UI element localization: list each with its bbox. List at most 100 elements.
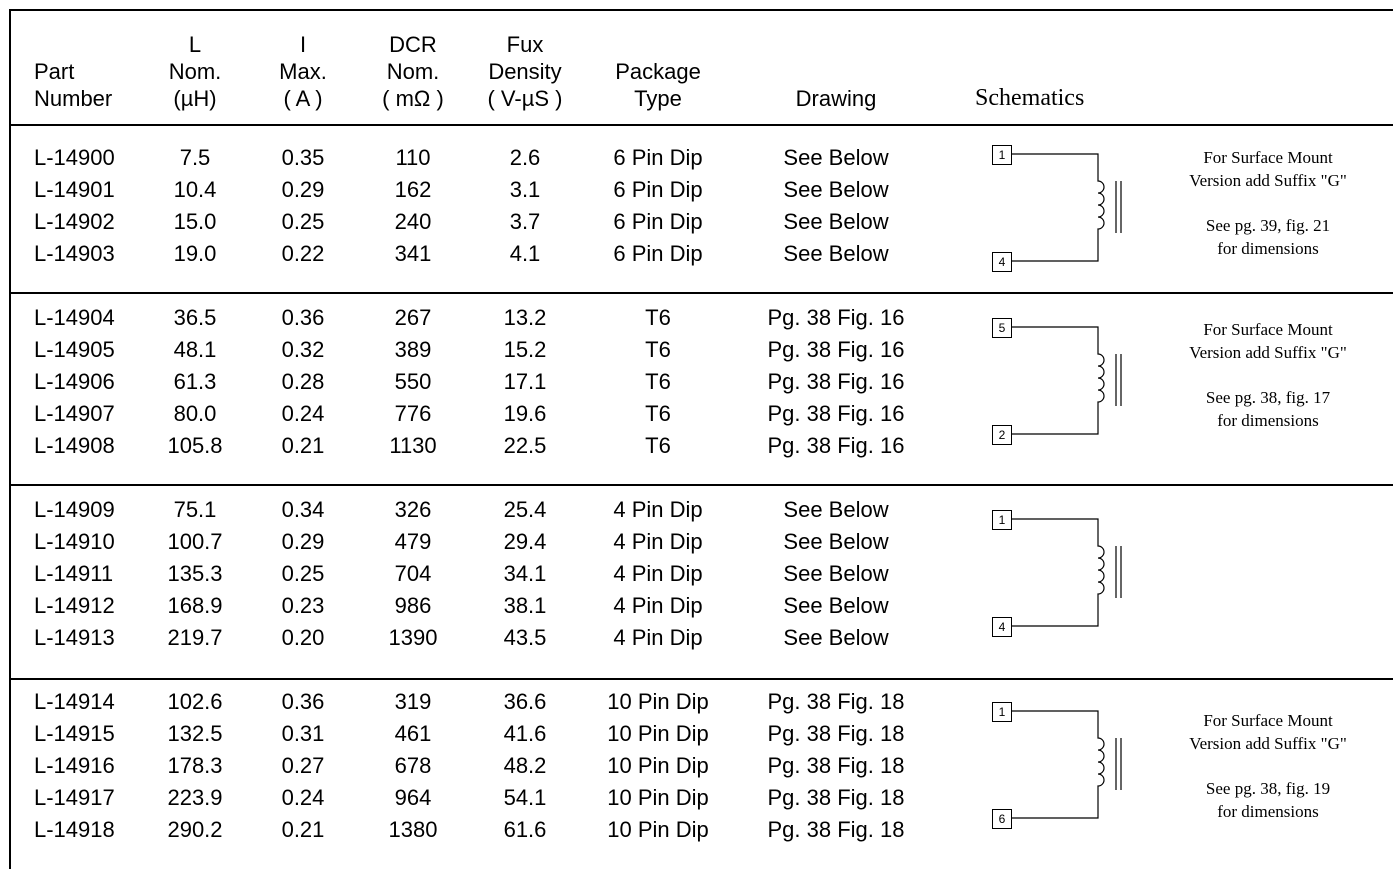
cell-part: L-14906 xyxy=(34,369,115,394)
cell-pkg: 10 Pin Dip xyxy=(607,817,709,842)
cell-part: L-14909 xyxy=(34,497,115,522)
cell-flux: 17.1 xyxy=(503,369,547,394)
cell-pkg: T6 xyxy=(645,369,671,394)
cell-drawing: Pg. 38 Fig. 18 xyxy=(767,721,905,746)
cell-drawing: Pg. 38 Fig. 16 xyxy=(767,433,905,458)
cell-i: 0.24 xyxy=(281,785,325,810)
cell-dcr: 326 xyxy=(394,497,432,522)
cell-part: L-14902 xyxy=(34,209,115,234)
cell-part: L-14910 xyxy=(34,529,115,554)
cell-dcr: 1390 xyxy=(388,625,438,650)
header-inductance: L Nom. (µH) xyxy=(155,20,235,112)
header-flux-line-2: Density xyxy=(488,59,562,84)
header-flux-line-1: Fux xyxy=(506,32,544,57)
header-dcr-line-2: Nom. xyxy=(386,59,440,84)
header-drawing: Drawing xyxy=(750,20,922,112)
cell-l: 168.9 xyxy=(167,593,223,618)
header-flux-line-3: ( V-µS ) xyxy=(487,86,563,111)
header-package-type: Package Type xyxy=(593,20,723,112)
cell-flux: 2.6 xyxy=(509,145,541,170)
cell-flux: 25.4 xyxy=(503,497,547,522)
cell-flux: 3.1 xyxy=(509,177,541,202)
cell-dcr: 1130 xyxy=(389,433,437,458)
cell-i: 0.29 xyxy=(281,529,325,554)
header-part-line-2: Number xyxy=(34,86,113,111)
surface-mount-note: For Surface Mount Version add Suffix "G" S… xyxy=(1148,146,1388,260)
group-divider xyxy=(11,292,1393,294)
group-divider xyxy=(11,678,1393,680)
cell-dcr: 267 xyxy=(394,305,432,330)
cell-part: L-14908 xyxy=(34,433,115,458)
cell-l: 102.6 xyxy=(167,689,223,714)
cell-flux: 19.6 xyxy=(503,401,547,426)
cell-part: L-14903 xyxy=(34,241,115,266)
cell-i: 0.28 xyxy=(281,369,325,394)
cell-i: 0.20 xyxy=(281,625,325,650)
cell-drawing: Pg. 38 Fig. 18 xyxy=(767,785,905,810)
cell-l: 61.3 xyxy=(173,369,217,394)
cell-drawing: See Below xyxy=(783,241,889,266)
cell-drawing: See Below xyxy=(783,177,889,202)
cell-part: L-14911 xyxy=(34,561,114,586)
cell-drawing: Pg. 38 Fig. 16 xyxy=(767,369,905,394)
cell-pkg: 4 Pin Dip xyxy=(613,529,703,554)
cell-l: 36.5 xyxy=(173,305,217,330)
cell-i: 0.32 xyxy=(281,337,325,362)
cell-l: 10.4 xyxy=(173,177,217,202)
cell-i: 0.24 xyxy=(281,401,325,426)
cell-part: L-14918 xyxy=(34,817,115,842)
header-schematics-line-1: Schematics xyxy=(975,85,1085,111)
cell-drawing: See Below xyxy=(783,209,889,234)
cell-flux: 41.6 xyxy=(503,721,547,746)
header-current: I Max. ( A ) xyxy=(263,20,343,112)
cell-pkg: 4 Pin Dip xyxy=(613,593,703,618)
cell-dcr: 678 xyxy=(394,753,432,778)
note-line4: for dimensions xyxy=(1217,411,1319,430)
cell-flux: 48.2 xyxy=(503,753,547,778)
note-line2: Version add Suffix "G" xyxy=(1189,343,1347,362)
cell-flux: 4.1 xyxy=(509,241,541,266)
cell-i: 0.35 xyxy=(281,145,325,170)
cell-part: L-14917 xyxy=(34,785,115,810)
header-part-number: Part Number xyxy=(34,20,144,112)
pin-number-box: 4 xyxy=(992,617,1012,637)
cell-i: 0.36 xyxy=(281,689,325,714)
note-line3: See pg. 38, fig. 17 xyxy=(1205,388,1331,407)
cell-part: L-14915 xyxy=(34,721,115,746)
inductor-symbol-icon xyxy=(1010,710,1122,819)
cell-part: L-14913 xyxy=(34,625,115,650)
cell-drawing: Pg. 38 Fig. 16 xyxy=(767,401,905,426)
cell-dcr: 964 xyxy=(394,785,432,810)
cell-l: 105.8 xyxy=(167,433,223,458)
coil-winding xyxy=(1010,153,1105,262)
surface-mount-note: For Surface Mount Version add Suffix "G" S… xyxy=(1148,709,1388,823)
cell-drawing: See Below xyxy=(783,497,889,522)
cell-l: 80.0 xyxy=(173,401,217,426)
cell-pkg: T6 xyxy=(645,401,671,426)
cell-pkg: 6 Pin Dip xyxy=(613,241,703,266)
cell-dcr: 341 xyxy=(394,241,432,266)
cell-part: L-14900 xyxy=(34,145,115,170)
pin-number-box: 6 xyxy=(992,809,1012,829)
note-spacer xyxy=(1148,364,1388,386)
cell-i: 0.27 xyxy=(281,753,325,778)
table-left-border xyxy=(9,9,11,869)
pin-number-box: 2 xyxy=(992,425,1012,445)
cell-pkg: 6 Pin Dip xyxy=(613,209,703,234)
pin-number-box: 1 xyxy=(992,510,1012,530)
cell-dcr: 1380 xyxy=(388,817,438,842)
header-schematics: Schematics xyxy=(975,20,1125,112)
cell-i: 0.25 xyxy=(281,209,325,234)
header-i-line-1: I xyxy=(299,32,307,57)
cell-part: L-14914 xyxy=(34,689,115,714)
cell-flux: 43.5 xyxy=(503,625,547,650)
cell-i: 0.31 xyxy=(281,721,325,746)
note-line4: for dimensions xyxy=(1217,239,1319,258)
cell-flux: 34.1 xyxy=(503,561,547,586)
cell-l: 75.1 xyxy=(173,497,217,522)
cell-flux: 3.7 xyxy=(509,209,541,234)
cell-i: 0.23 xyxy=(281,593,325,618)
cell-l: 132.5 xyxy=(167,721,223,746)
